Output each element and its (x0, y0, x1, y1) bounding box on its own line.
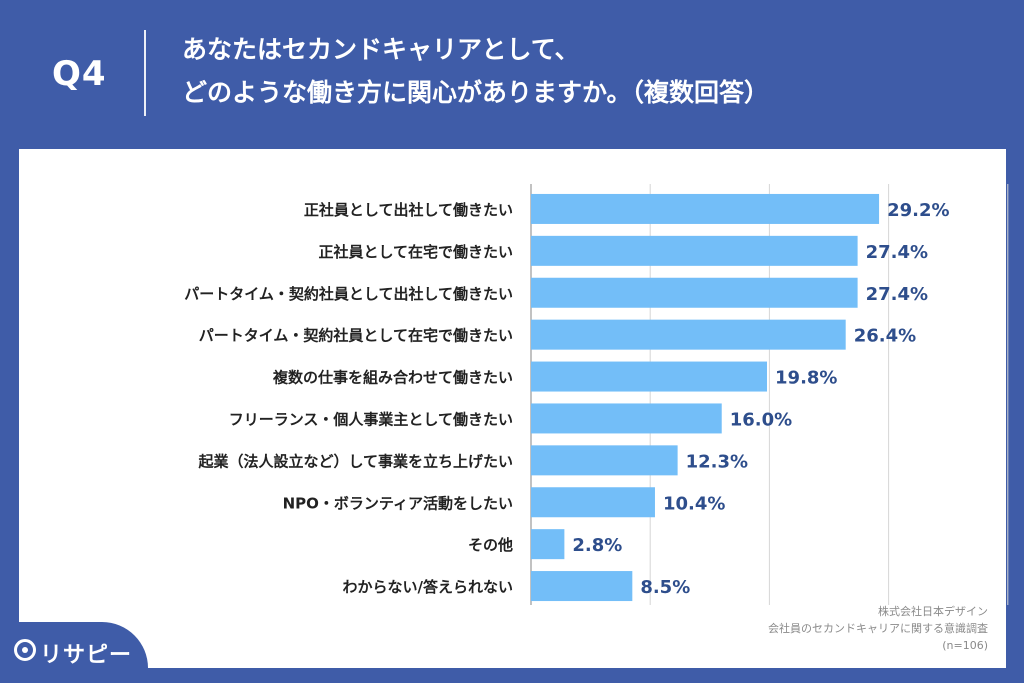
source-company: 株式会社日本デザイン (878, 605, 988, 618)
bar (531, 487, 655, 518)
header: Q4 あなたはセカンドキャリアとして、 どのような働き方に関心がありますか。（複… (0, 0, 1024, 148)
value-label: 16.0% (730, 409, 792, 430)
bar (531, 403, 722, 434)
category-label: わからない/答えられない (343, 578, 513, 596)
value-label: 8.5% (640, 577, 690, 598)
question-title-line1: あなたはセカンドキャリアとして、 (182, 35, 580, 64)
header-divider (144, 30, 146, 116)
category-label: 正社員として在宅で働きたい (318, 243, 513, 261)
value-label: 12.3% (686, 451, 748, 472)
bar (531, 319, 846, 350)
question-title-line2: どのような働き方に関心がありますか。（複数回答） (182, 78, 770, 107)
bar (531, 277, 858, 308)
value-label: 2.8% (572, 535, 622, 556)
bar (531, 235, 858, 266)
value-label: 29.2% (887, 200, 949, 221)
category-label: 起業（法人設立など）して事業を立ち上げたい (197, 452, 513, 470)
brand-logo: リサピー (0, 622, 148, 683)
sample-size: (n=106) (942, 639, 988, 652)
category-label: フリーランス・個人事業主として働きたい (229, 410, 513, 428)
question-title: あなたはセカンドキャリアとして、 どのような働き方に関心がありますか。（複数回答… (182, 28, 769, 114)
value-label: 19.8% (775, 368, 837, 389)
bar (531, 529, 565, 560)
value-label: 10.4% (663, 493, 725, 514)
bar (531, 361, 768, 392)
category-label: 正社員として出社して働きたい (304, 201, 513, 219)
category-label: パートタイム・契約社員として在宅で働きたい (199, 327, 513, 345)
bar (531, 193, 880, 224)
bar (531, 571, 633, 602)
question-number: Q4 (52, 54, 107, 94)
bar (531, 445, 678, 476)
source-note: 株式会社日本デザイン 会社員のセカンドキャリアに関する意識調査 (n=106) (768, 603, 988, 654)
logo-text: リサピー (40, 643, 133, 668)
pin-icon (14, 639, 36, 661)
category-label: パートタイム・契約社員として出社して働きたい (184, 285, 513, 303)
source-survey: 会社員のセカンドキャリアに関する意識調査 (768, 622, 988, 635)
category-label: 複数の仕事を組み合わせて働きたい (272, 369, 513, 387)
category-label: NPO・ボランティア活動をしたい (283, 494, 513, 512)
chart-panel (19, 149, 1006, 668)
value-label: 27.4% (866, 242, 928, 263)
category-label: その他 (468, 536, 513, 554)
value-label: 26.4% (854, 326, 916, 347)
value-label: 27.4% (866, 284, 928, 305)
